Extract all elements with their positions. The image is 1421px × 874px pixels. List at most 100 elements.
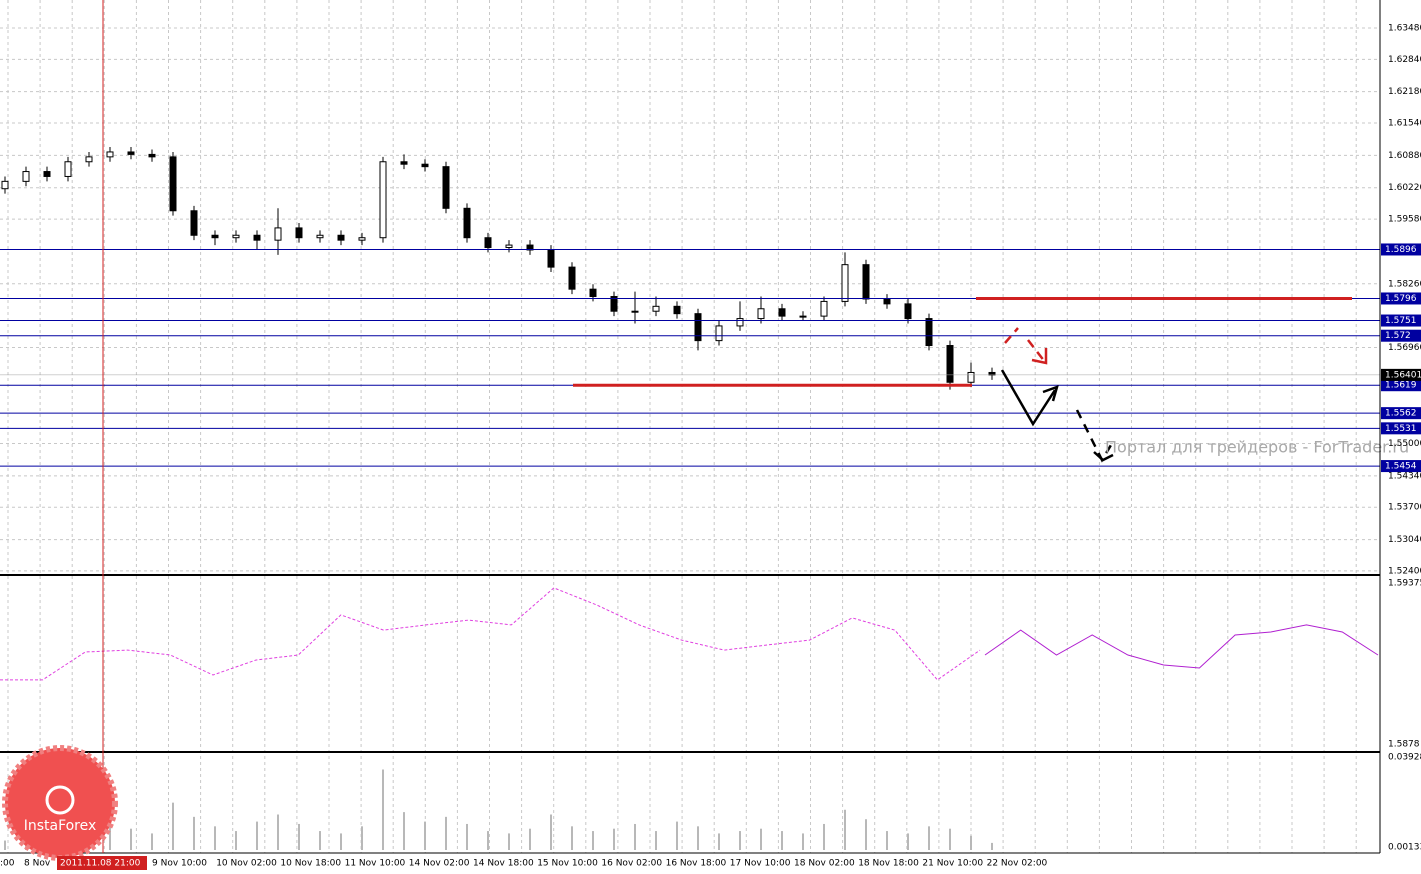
candle-body bbox=[379, 161, 387, 239]
y-tick-label: 1.62840 bbox=[1388, 55, 1421, 65]
candle-body bbox=[736, 318, 744, 327]
candle-body bbox=[127, 151, 135, 155]
arrow bbox=[1004, 327, 1019, 344]
y-tick-label: 0.03928 bbox=[1388, 753, 1421, 763]
plot bbox=[0, 147, 1380, 850]
candle-body bbox=[169, 156, 177, 212]
x-tick-label: 14 Nov 18:00 bbox=[473, 859, 534, 869]
candle-body bbox=[652, 305, 660, 312]
price-label-box bbox=[1381, 368, 1421, 381]
candle-body bbox=[778, 308, 786, 317]
cursor-label: 2011.11.08 21:00 bbox=[60, 859, 141, 869]
candle-body bbox=[421, 163, 429, 168]
candle-body bbox=[22, 171, 30, 182]
candle-body bbox=[820, 300, 828, 317]
candle-body bbox=[148, 153, 156, 158]
candle-body bbox=[211, 234, 219, 239]
candle-body bbox=[106, 151, 114, 158]
grid bbox=[0, 0, 1380, 853]
y-tick-label: 1.58260 bbox=[1388, 279, 1421, 289]
candle-body bbox=[904, 303, 912, 320]
y-tick-label: 1.5878 bbox=[1388, 740, 1420, 750]
level-label: 1.5796 bbox=[1385, 294, 1417, 304]
candle-body bbox=[715, 325, 723, 342]
candle-body bbox=[988, 371, 996, 376]
candle-body bbox=[841, 264, 849, 302]
y-tick-label: 1.60880 bbox=[1388, 151, 1421, 161]
indicator-line bbox=[0, 587, 981, 681]
candle-body bbox=[568, 266, 576, 290]
x-tick-label: 21 Nov 10:00 bbox=[922, 859, 983, 869]
x-tick-label: 10 Nov 18:00 bbox=[280, 859, 341, 869]
y-tick-label: 1.62180 bbox=[1388, 87, 1421, 97]
watermark: Портал для трейдеров - ForTrader.ru bbox=[1105, 438, 1409, 457]
candle-body bbox=[757, 308, 765, 320]
candle-body bbox=[337, 234, 345, 241]
candle-body bbox=[463, 207, 471, 239]
y-tick-label: 1.59580 bbox=[1388, 215, 1421, 225]
candle-body bbox=[400, 161, 408, 165]
y-tick-label: 1.61540 bbox=[1388, 119, 1421, 129]
candle-body bbox=[358, 237, 366, 241]
current-price-label: 1.56401 bbox=[1385, 370, 1421, 380]
y-tick-label: 1.53700 bbox=[1388, 503, 1421, 513]
x-tick-label: 9 Nov 10:00 bbox=[152, 859, 207, 869]
logo-icon bbox=[45, 785, 75, 815]
candle-body bbox=[64, 161, 72, 177]
indicator-line bbox=[984, 624, 1379, 669]
candle-body bbox=[274, 227, 282, 241]
level-label-box bbox=[1381, 407, 1421, 420]
level-label: 1.5751 bbox=[1385, 316, 1417, 326]
candle-body bbox=[547, 249, 555, 268]
candle-body bbox=[967, 371, 975, 383]
y-tick-label: 1.53040 bbox=[1388, 535, 1421, 545]
candle-body bbox=[925, 318, 933, 347]
cursor-label-box bbox=[57, 856, 147, 870]
level-label-box bbox=[1381, 243, 1421, 256]
y-tick-label: 1.60220 bbox=[1388, 183, 1421, 193]
arrowhead bbox=[1042, 385, 1059, 402]
x-tick-label: 16 Nov 02:00 bbox=[601, 859, 662, 869]
y-tick-label: 1.52400 bbox=[1388, 566, 1421, 576]
x-tick-label: 11 Nov 10:00 bbox=[345, 859, 406, 869]
candle-body bbox=[946, 345, 954, 383]
x-tick-label: 18 Nov 18:00 bbox=[858, 859, 919, 869]
y-tick-label: 1.55000 bbox=[1388, 439, 1421, 449]
candle-body bbox=[85, 156, 93, 163]
candle-body bbox=[232, 234, 240, 239]
arrow bbox=[1000, 369, 1057, 427]
x-tick-label: 22 Nov 02:00 bbox=[987, 859, 1048, 869]
logo-text: InstaForex bbox=[24, 818, 97, 834]
candle-body bbox=[673, 305, 681, 315]
candle-body bbox=[190, 210, 198, 236]
level-label-box bbox=[1381, 379, 1421, 392]
candle-body bbox=[610, 296, 618, 312]
level-label-box bbox=[1381, 292, 1421, 305]
candle-body bbox=[883, 298, 891, 305]
y-tick-label: 1.59375 bbox=[1388, 579, 1421, 589]
y-tick-label: 0.00133 bbox=[1388, 842, 1421, 852]
x-tick-label: 16 Nov 18:00 bbox=[666, 859, 727, 869]
level-label-box bbox=[1381, 314, 1421, 327]
candle-body bbox=[253, 234, 261, 241]
candle-body bbox=[799, 315, 807, 318]
x-tick-label: 10 Nov 02:00 bbox=[216, 859, 277, 869]
level-label-box bbox=[1381, 422, 1421, 435]
y-tick-label: 1.56960 bbox=[1388, 343, 1421, 353]
level-label-box bbox=[1381, 460, 1421, 473]
candle-body bbox=[484, 237, 492, 249]
logo-badge bbox=[2, 745, 118, 861]
x-tick-label: 18 Nov 02:00 bbox=[794, 859, 855, 869]
candle-body bbox=[316, 234, 324, 239]
y-tick-label: 1.54340 bbox=[1388, 471, 1421, 481]
candle-body bbox=[505, 244, 513, 249]
arrowhead bbox=[1093, 451, 1114, 462]
candle-body bbox=[694, 313, 702, 342]
forecast-arrows bbox=[1000, 327, 1114, 463]
x-tick-label: 17 Nov 10:00 bbox=[730, 859, 791, 869]
candle-body bbox=[295, 227, 303, 239]
y-tick-label: 1.63480 bbox=[1388, 23, 1421, 33]
candle-body bbox=[43, 171, 51, 177]
level-label: 1.5531 bbox=[1385, 424, 1417, 434]
